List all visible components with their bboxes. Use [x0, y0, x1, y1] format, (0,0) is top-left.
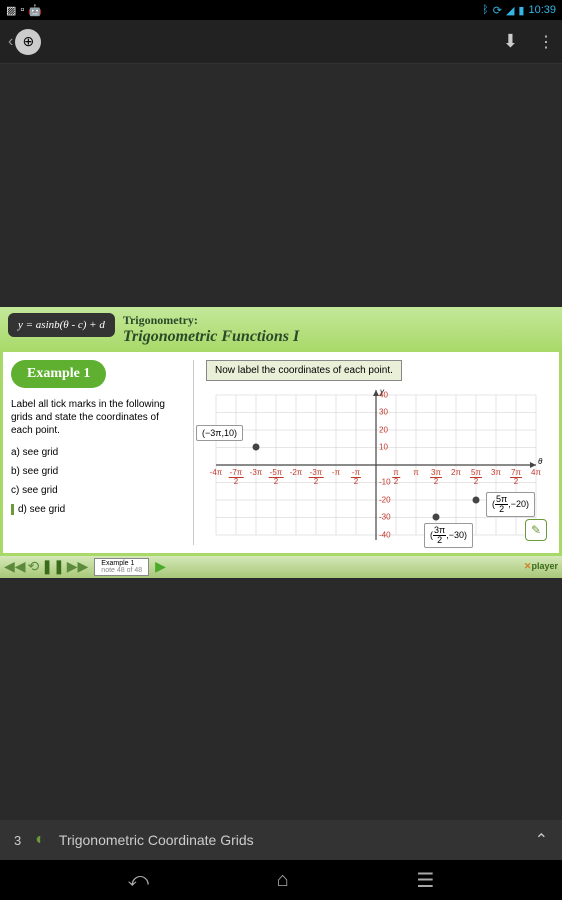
- android-icon: 🤖: [28, 4, 42, 17]
- option-c[interactable]: c) see grid: [11, 485, 181, 496]
- x-axis-label: θ: [538, 457, 542, 466]
- x-tick: -π2: [351, 469, 361, 486]
- y-tick: 10: [379, 443, 388, 452]
- slide: y = asinb(θ - c) + d Trigonometry: Trigo…: [0, 307, 562, 578]
- home-button[interactable]: ⌂: [277, 869, 289, 892]
- instruction: Label all tick marks in the following gr…: [11, 398, 181, 437]
- rewind-button[interactable]: ◀◀: [4, 558, 26, 575]
- subtitle: Trigonometry:: [123, 313, 299, 328]
- overflow-icon[interactable]: ⋮: [538, 32, 554, 52]
- app-logo-icon: ⊕: [15, 29, 41, 55]
- sync-icon: ⟳: [493, 4, 502, 17]
- forward-button[interactable]: ▶▶: [67, 558, 89, 575]
- grid-svg: [206, 385, 546, 545]
- status-left: ▨ ▫ 🤖: [6, 4, 42, 17]
- player-info: Example 1 note 48 of 48: [94, 558, 149, 576]
- option-d[interactable]: d) see grid: [11, 504, 181, 515]
- player-info-sub: note 48 of 48: [101, 567, 142, 574]
- status-right: ᛒ ⟳ ◢ ▮ 10:39: [482, 4, 556, 17]
- player-bar: ◀◀ ⟲ ❚❚ ▶▶ Example 1 note 48 of 48 ▶ ✕pl…: [0, 556, 562, 578]
- bluetooth-icon: ᛒ: [482, 4, 489, 16]
- point-label: (3π2,−30): [424, 523, 473, 548]
- wifi-icon: ◢: [506, 4, 514, 17]
- x-tick: -2π: [290, 469, 303, 476]
- x-tick: -3π: [250, 469, 263, 476]
- download-icon[interactable]: ⬇: [503, 31, 518, 52]
- x-tick: -3π2: [309, 469, 324, 486]
- play-button[interactable]: ▶: [155, 558, 166, 575]
- panel-divider: [193, 360, 194, 545]
- point-label: (5π2,−20): [486, 492, 535, 517]
- x-tick: 3π: [491, 469, 501, 476]
- loop-button[interactable]: ⟲: [28, 558, 40, 575]
- section-title: Trigonometric Coordinate Grids: [59, 832, 521, 848]
- x-tick: 4π: [531, 469, 541, 476]
- plot-point: [433, 514, 440, 521]
- x-tick: 5π2: [470, 469, 482, 486]
- x-tick: π2: [392, 469, 400, 486]
- x-tick: -5π2: [269, 469, 284, 486]
- x-tick: -π: [332, 469, 340, 476]
- clock: 10:39: [528, 4, 556, 16]
- section-bar[interactable]: 3 ◐ Trigonometric Coordinate Grids ⌃: [0, 820, 562, 860]
- right-panel: Now label the coordinates of each point.…: [206, 360, 551, 545]
- app-icon[interactable]: ‹ ⊕: [8, 29, 41, 55]
- option-a[interactable]: a) see grid: [11, 447, 181, 458]
- sd-icon: ▫: [20, 4, 24, 16]
- main-title: Trigonometric Functions I: [123, 328, 299, 346]
- y-tick: -20: [379, 495, 391, 504]
- x-tick: π: [413, 469, 419, 476]
- pencil-icon: ✎: [531, 523, 541, 537]
- point-label: (−3π,10): [196, 425, 243, 441]
- x-tick: 7π2: [510, 469, 522, 486]
- back-button[interactable]: ⤺: [128, 869, 149, 892]
- back-caret-icon: ‹: [8, 33, 13, 51]
- pause-button[interactable]: ❚❚: [41, 558, 64, 575]
- nav-bar: ⤺ ⌂ ☰: [0, 860, 562, 900]
- y-tick: -40: [379, 530, 391, 539]
- slide-header: y = asinb(θ - c) + d Trigonometry: Trigo…: [0, 307, 562, 352]
- player-info-title: Example 1: [101, 560, 142, 567]
- y-tick: 20: [379, 425, 388, 434]
- x-tick: 3π2: [430, 469, 442, 486]
- example-badge: Example 1: [11, 360, 106, 388]
- status-bar: ▨ ▫ 🤖 ᛒ ⟳ ◢ ▮ 10:39: [0, 0, 562, 20]
- y-tick: 40: [379, 390, 388, 399]
- left-panel: Example 1 Label all tick marks in the fo…: [11, 360, 181, 545]
- y-tick: 30: [379, 408, 388, 417]
- plot-point: [253, 444, 260, 451]
- image-icon: ▨: [6, 4, 16, 17]
- edit-button[interactable]: ✎: [525, 519, 547, 541]
- hint-box: Now label the coordinates of each point.: [206, 360, 402, 381]
- coordinate-grid: y θ -40-30-20-1010203040-4π-7π2-3π-5π2-2…: [206, 385, 551, 545]
- formula-box: y = asinb(θ - c) + d: [8, 313, 115, 337]
- player-brand: ✕player: [524, 561, 558, 572]
- battery-icon: ▮: [518, 4, 524, 17]
- option-b[interactable]: b) see grid: [11, 466, 181, 477]
- x-tick: 2π: [451, 469, 461, 476]
- y-tick: -10: [379, 478, 391, 487]
- content-area: y = asinb(θ - c) + d Trigonometry: Trigo…: [0, 64, 562, 820]
- x-tick: -4π: [210, 469, 223, 476]
- expand-icon[interactable]: ⌃: [535, 830, 548, 850]
- page-number: 3: [14, 833, 21, 848]
- x-tick: -7π2: [229, 469, 244, 486]
- plot-point: [473, 496, 480, 503]
- action-bar: ‹ ⊕ ⬇ ⋮: [0, 20, 562, 64]
- y-tick: -30: [379, 513, 391, 522]
- slide-body: Example 1 Label all tick marks in the fo…: [0, 352, 562, 556]
- recent-button[interactable]: ☰: [416, 868, 434, 893]
- progress-icon: ◐: [35, 831, 45, 849]
